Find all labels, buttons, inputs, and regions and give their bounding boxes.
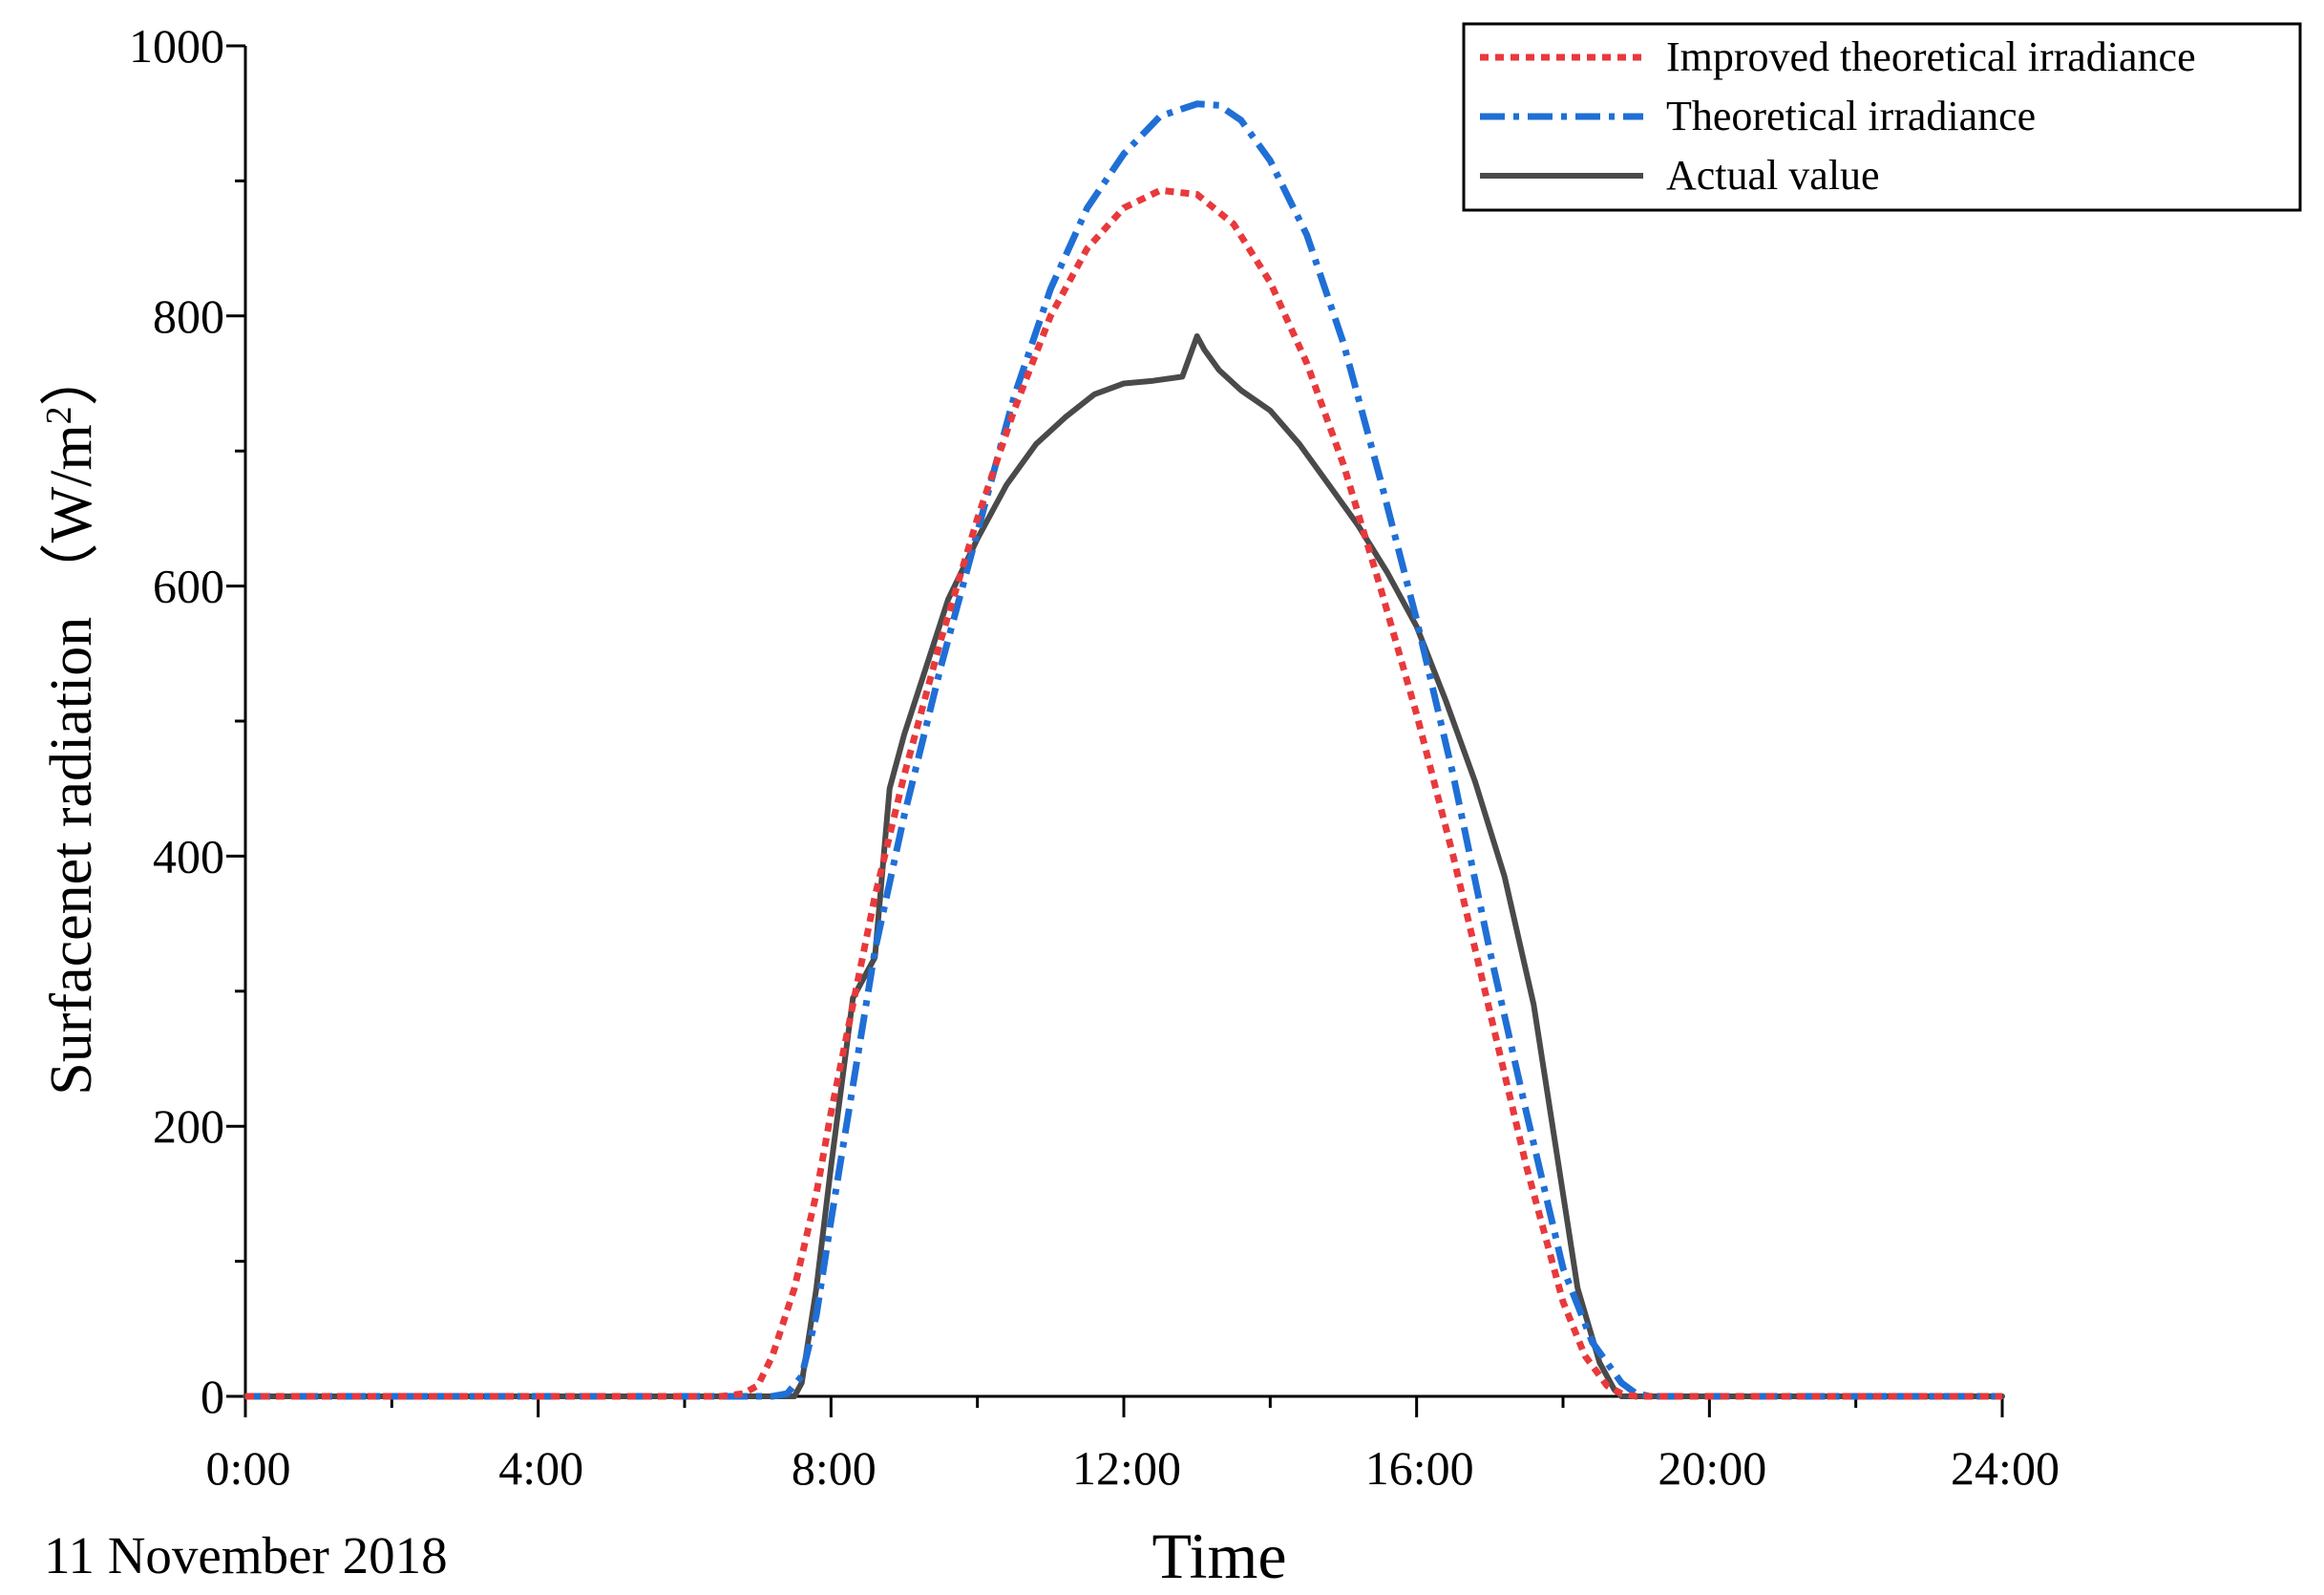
- y-tick-label: 200: [153, 1099, 224, 1153]
- legend: Improved theoretical irradiance Theoretic…: [1462, 22, 2302, 212]
- y-axis-title-text: Surfacenet radiation （W/m: [39, 424, 104, 1095]
- date-label: 11 November 2018: [44, 1526, 448, 1584]
- x-tick-label: 8:00: [792, 1441, 877, 1495]
- legend-label-2: Actual value: [1666, 152, 1880, 199]
- x-tick-label: 16:00: [1365, 1441, 1474, 1495]
- legend-label-1: Theoretical irradiance: [1666, 93, 2036, 139]
- axes-layer: [226, 44, 2004, 1417]
- y-tick-label: 1000: [129, 19, 224, 73]
- x-tick-label: 12:00: [1072, 1441, 1181, 1495]
- y-tick-label: 600: [153, 560, 224, 613]
- x-tick-label: 24:00: [1951, 1441, 2060, 1495]
- series-line-1: [245, 100, 2002, 1400]
- y-axis-title-superscript: 2: [39, 406, 79, 424]
- x-axis-title: Time: [1151, 1520, 1286, 1592]
- series-line-0: [245, 186, 2002, 1400]
- x-tick-label: 0:00: [206, 1441, 291, 1495]
- series-layer: [243, 100, 2005, 1400]
- y-axis-title: Surfacenet radiation （W/m2）: [39, 347, 104, 1095]
- series-line-2: [243, 333, 2005, 1399]
- labels-layer: 0 200 400 600 800 1000 0:00 4:00 8:00 12:00 16:00 2…: [39, 19, 2060, 1592]
- y-tick-label: 800: [153, 289, 224, 343]
- y-tick-label: 0: [201, 1370, 224, 1423]
- x-tick-label: 4:00: [498, 1441, 583, 1495]
- legend-label-0: Improved theoretical irradiance: [1666, 33, 2196, 80]
- y-axis-title-close: ）: [39, 347, 104, 406]
- y-tick-label: 400: [153, 829, 224, 883]
- x-tick-label: 20:00: [1658, 1441, 1766, 1495]
